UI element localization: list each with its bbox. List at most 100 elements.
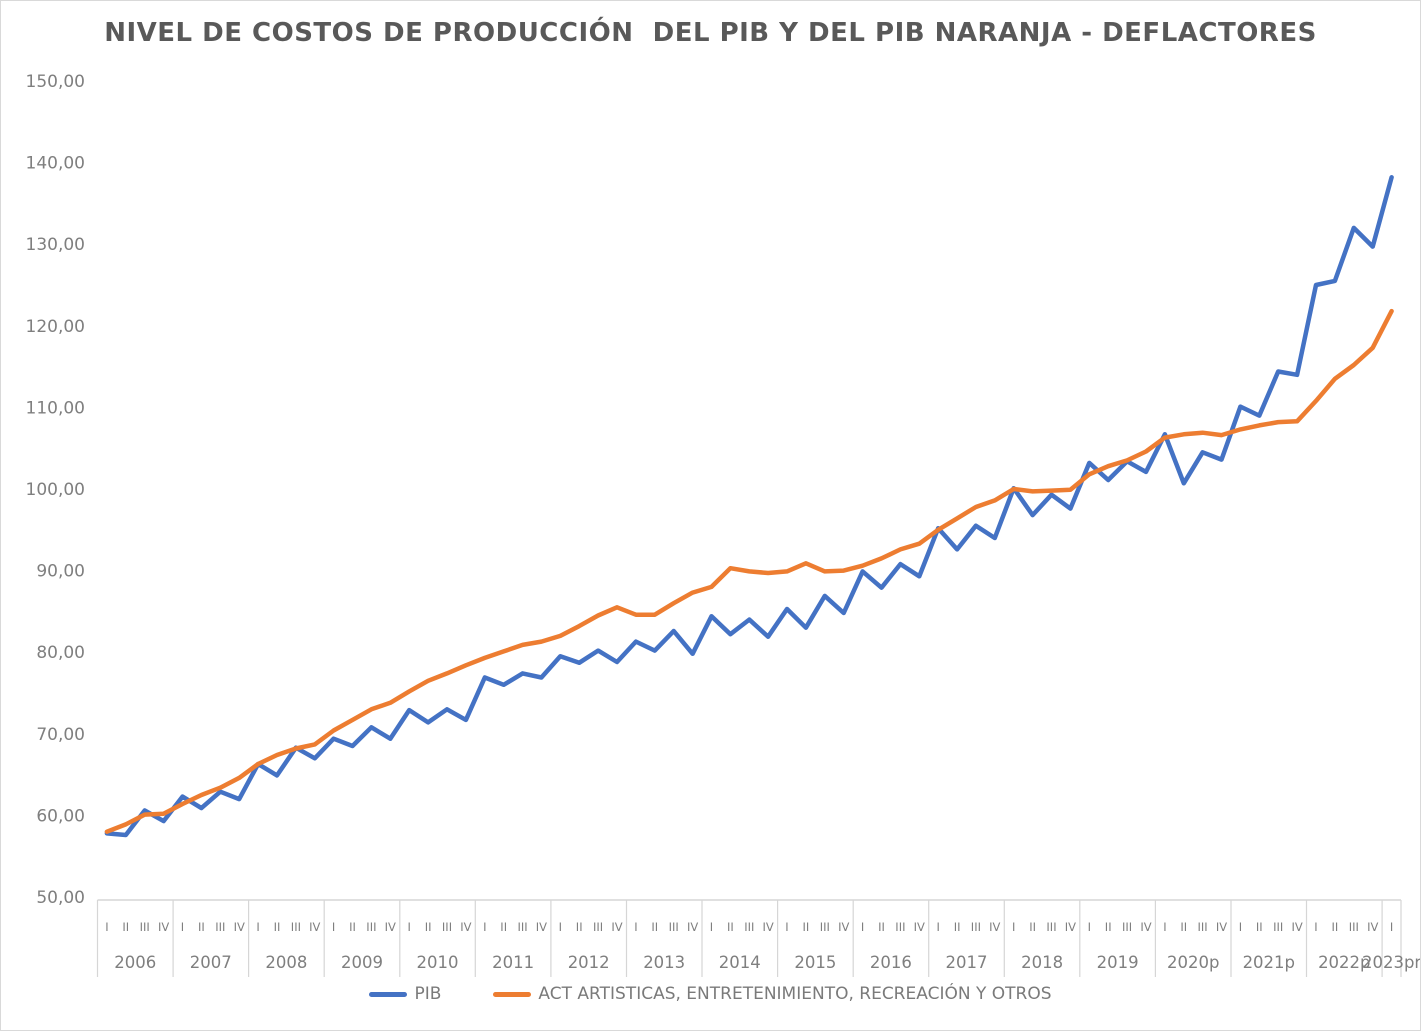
x-axis-quarter-label: I	[1239, 920, 1242, 934]
x-axis-quarter-label: III	[291, 920, 301, 934]
x-axis-quarter-label: IV	[1216, 920, 1227, 934]
x-axis-quarter-label: IV	[1065, 920, 1076, 934]
x-axis-quarter-label: IV	[385, 920, 396, 934]
x-axis-year-label: 2017	[946, 953, 988, 972]
x-axis-quarter-label: IV	[762, 920, 773, 934]
x-axis-quarter-label: II	[651, 920, 658, 934]
x-axis-year-label: 2007	[190, 953, 232, 972]
x-axis-quarter-label: IV	[1367, 920, 1378, 934]
x-axis-quarter-label: II	[1332, 920, 1339, 934]
x-axis-quarter-label: I	[1088, 920, 1091, 934]
x-axis-quarter-label: I	[407, 920, 410, 934]
pib-legend-label: PIB	[414, 984, 442, 1004]
x-axis-year-label: 2011	[492, 953, 534, 972]
x-axis-year-label: 2019	[1097, 953, 1139, 972]
x-axis-quarter-label: III	[895, 920, 905, 934]
legend-item-pib: PIB	[369, 984, 441, 1004]
x-axis-quarter-label: IV	[309, 920, 320, 934]
x-axis-quarter-label: II	[1180, 920, 1187, 934]
x-axis-quarter-label: II	[1256, 920, 1263, 934]
x-axis-year-label: 2021p	[1243, 953, 1295, 972]
legend: PIB ACT ARTISTICAS, ENTRETENIMIENTO, REC…	[1, 984, 1420, 1004]
x-axis-quarter-label: I	[1390, 920, 1393, 934]
x-axis-year-label: 2023pr	[1362, 953, 1421, 972]
y-axis-tick-label: 70,00	[36, 725, 85, 745]
x-axis-quarter-label: III	[215, 920, 225, 934]
x-axis-year-label: 2020p	[1167, 953, 1219, 972]
x-axis-quarter-label: III	[820, 920, 830, 934]
y-axis-tick-label: 100,00	[26, 480, 85, 500]
x-axis-quarter-label: II	[274, 920, 281, 934]
x-axis-quarter-label: III	[1349, 920, 1359, 934]
x-axis-year-label: 2018	[1021, 953, 1063, 972]
x-axis-quarter-label: I	[861, 920, 864, 934]
x-axis-quarter-label: I	[483, 920, 486, 934]
x-axis-quarter-label: II	[122, 920, 129, 934]
x-axis-quarter-label: II	[1105, 920, 1112, 934]
x-axis-quarter-label: I	[634, 920, 637, 934]
x-axis-quarter-label: III	[1198, 920, 1208, 934]
x-axis-quarter-label: IV	[914, 920, 925, 934]
x-axis-year-label: 2015	[794, 953, 836, 972]
x-axis-quarter-label: I	[936, 920, 939, 934]
x-axis-quarter-label: II	[500, 920, 507, 934]
legend-item-act-artisticas: ACT ARTISTICAS, ENTRETENIMIENTO, RECREAC…	[493, 984, 1052, 1004]
x-axis-quarter-label: I	[181, 920, 184, 934]
x-axis-year-label: 2008	[265, 953, 307, 972]
x-axis-quarter-label: III	[140, 920, 150, 934]
x-axis-year-label: 2014	[719, 953, 761, 972]
x-axis-quarter-label: III	[1122, 920, 1132, 934]
y-axis-tick-label: 60,00	[36, 806, 85, 826]
x-axis-quarter-label: III	[1273, 920, 1283, 934]
y-axis-tick-label: 150,00	[26, 72, 85, 92]
x-axis-quarter-label: II	[1029, 920, 1036, 934]
act-artisticas-legend-label: ACT ARTISTICAS, ENTRETENIMIENTO, RECREAC…	[538, 984, 1052, 1004]
x-axis-quarter-label: II	[349, 920, 356, 934]
chart-title: NIVEL DE COSTOS DE PRODUCCIÓN DEL PIB Y …	[104, 18, 1317, 48]
x-axis-quarter-label: I	[710, 920, 713, 934]
x-axis-quarter-label: I	[105, 920, 108, 934]
x-axis-quarter-label: II	[727, 920, 734, 934]
y-axis-tick-label: 140,00	[26, 154, 85, 174]
x-axis-quarter-label: III	[1046, 920, 1056, 934]
x-axis-quarter-label: III	[593, 920, 603, 934]
x-axis-quarter-label: II	[198, 920, 205, 934]
y-axis-tick-label: 80,00	[36, 643, 85, 663]
x-axis-year-label: 2012	[568, 953, 610, 972]
x-axis-quarter-label: IV	[989, 920, 1000, 934]
x-axis-quarter-label: III	[744, 920, 754, 934]
y-axis-tick-label: 110,00	[26, 398, 85, 418]
x-axis-quarter-label: III	[669, 920, 679, 934]
x-axis-quarter-label: IV	[611, 920, 622, 934]
x-axis-quarter-label: III	[366, 920, 376, 934]
series-line-act-artisticas	[104, 308, 1394, 834]
x-axis-quarter-label: IV	[1291, 920, 1302, 934]
x-axis-quarter-label: II	[878, 920, 885, 934]
x-axis-quarter-label: IV	[234, 920, 245, 934]
y-axis-tick-label: 90,00	[36, 562, 85, 582]
act-artisticas-legend-marker-icon	[493, 991, 532, 997]
x-axis-year-label: 2006	[114, 953, 156, 972]
x-axis-year-label: 2016	[870, 953, 912, 972]
y-axis-tick-label: 120,00	[26, 317, 85, 337]
x-axis-quarter-label: IV	[536, 920, 547, 934]
x-axis-quarter-label: I	[785, 920, 788, 934]
x-axis-quarter-label: IV	[1140, 920, 1151, 934]
x-axis-quarter-label: III	[518, 920, 528, 934]
y-axis-tick-label: 130,00	[26, 235, 85, 255]
x-axis-quarter-label: II	[425, 920, 432, 934]
pib-legend-marker-icon	[369, 991, 408, 997]
x-axis-year-label: 2013	[643, 953, 685, 972]
x-axis-quarter-label: IV	[687, 920, 698, 934]
x-axis-quarter-label: I	[1163, 920, 1166, 934]
x-axis-quarter-label: I	[1012, 920, 1015, 934]
x-axis-quarter-label: IV	[460, 920, 471, 934]
series-line-pib	[104, 175, 1394, 838]
x-axis-quarter-label: I	[559, 920, 562, 934]
x-axis-quarter-label: III	[442, 920, 452, 934]
x-axis-year-label: 2010	[417, 953, 459, 972]
x-axis-quarter-label: II	[803, 920, 810, 934]
x-axis-quarter-label: I	[332, 920, 335, 934]
